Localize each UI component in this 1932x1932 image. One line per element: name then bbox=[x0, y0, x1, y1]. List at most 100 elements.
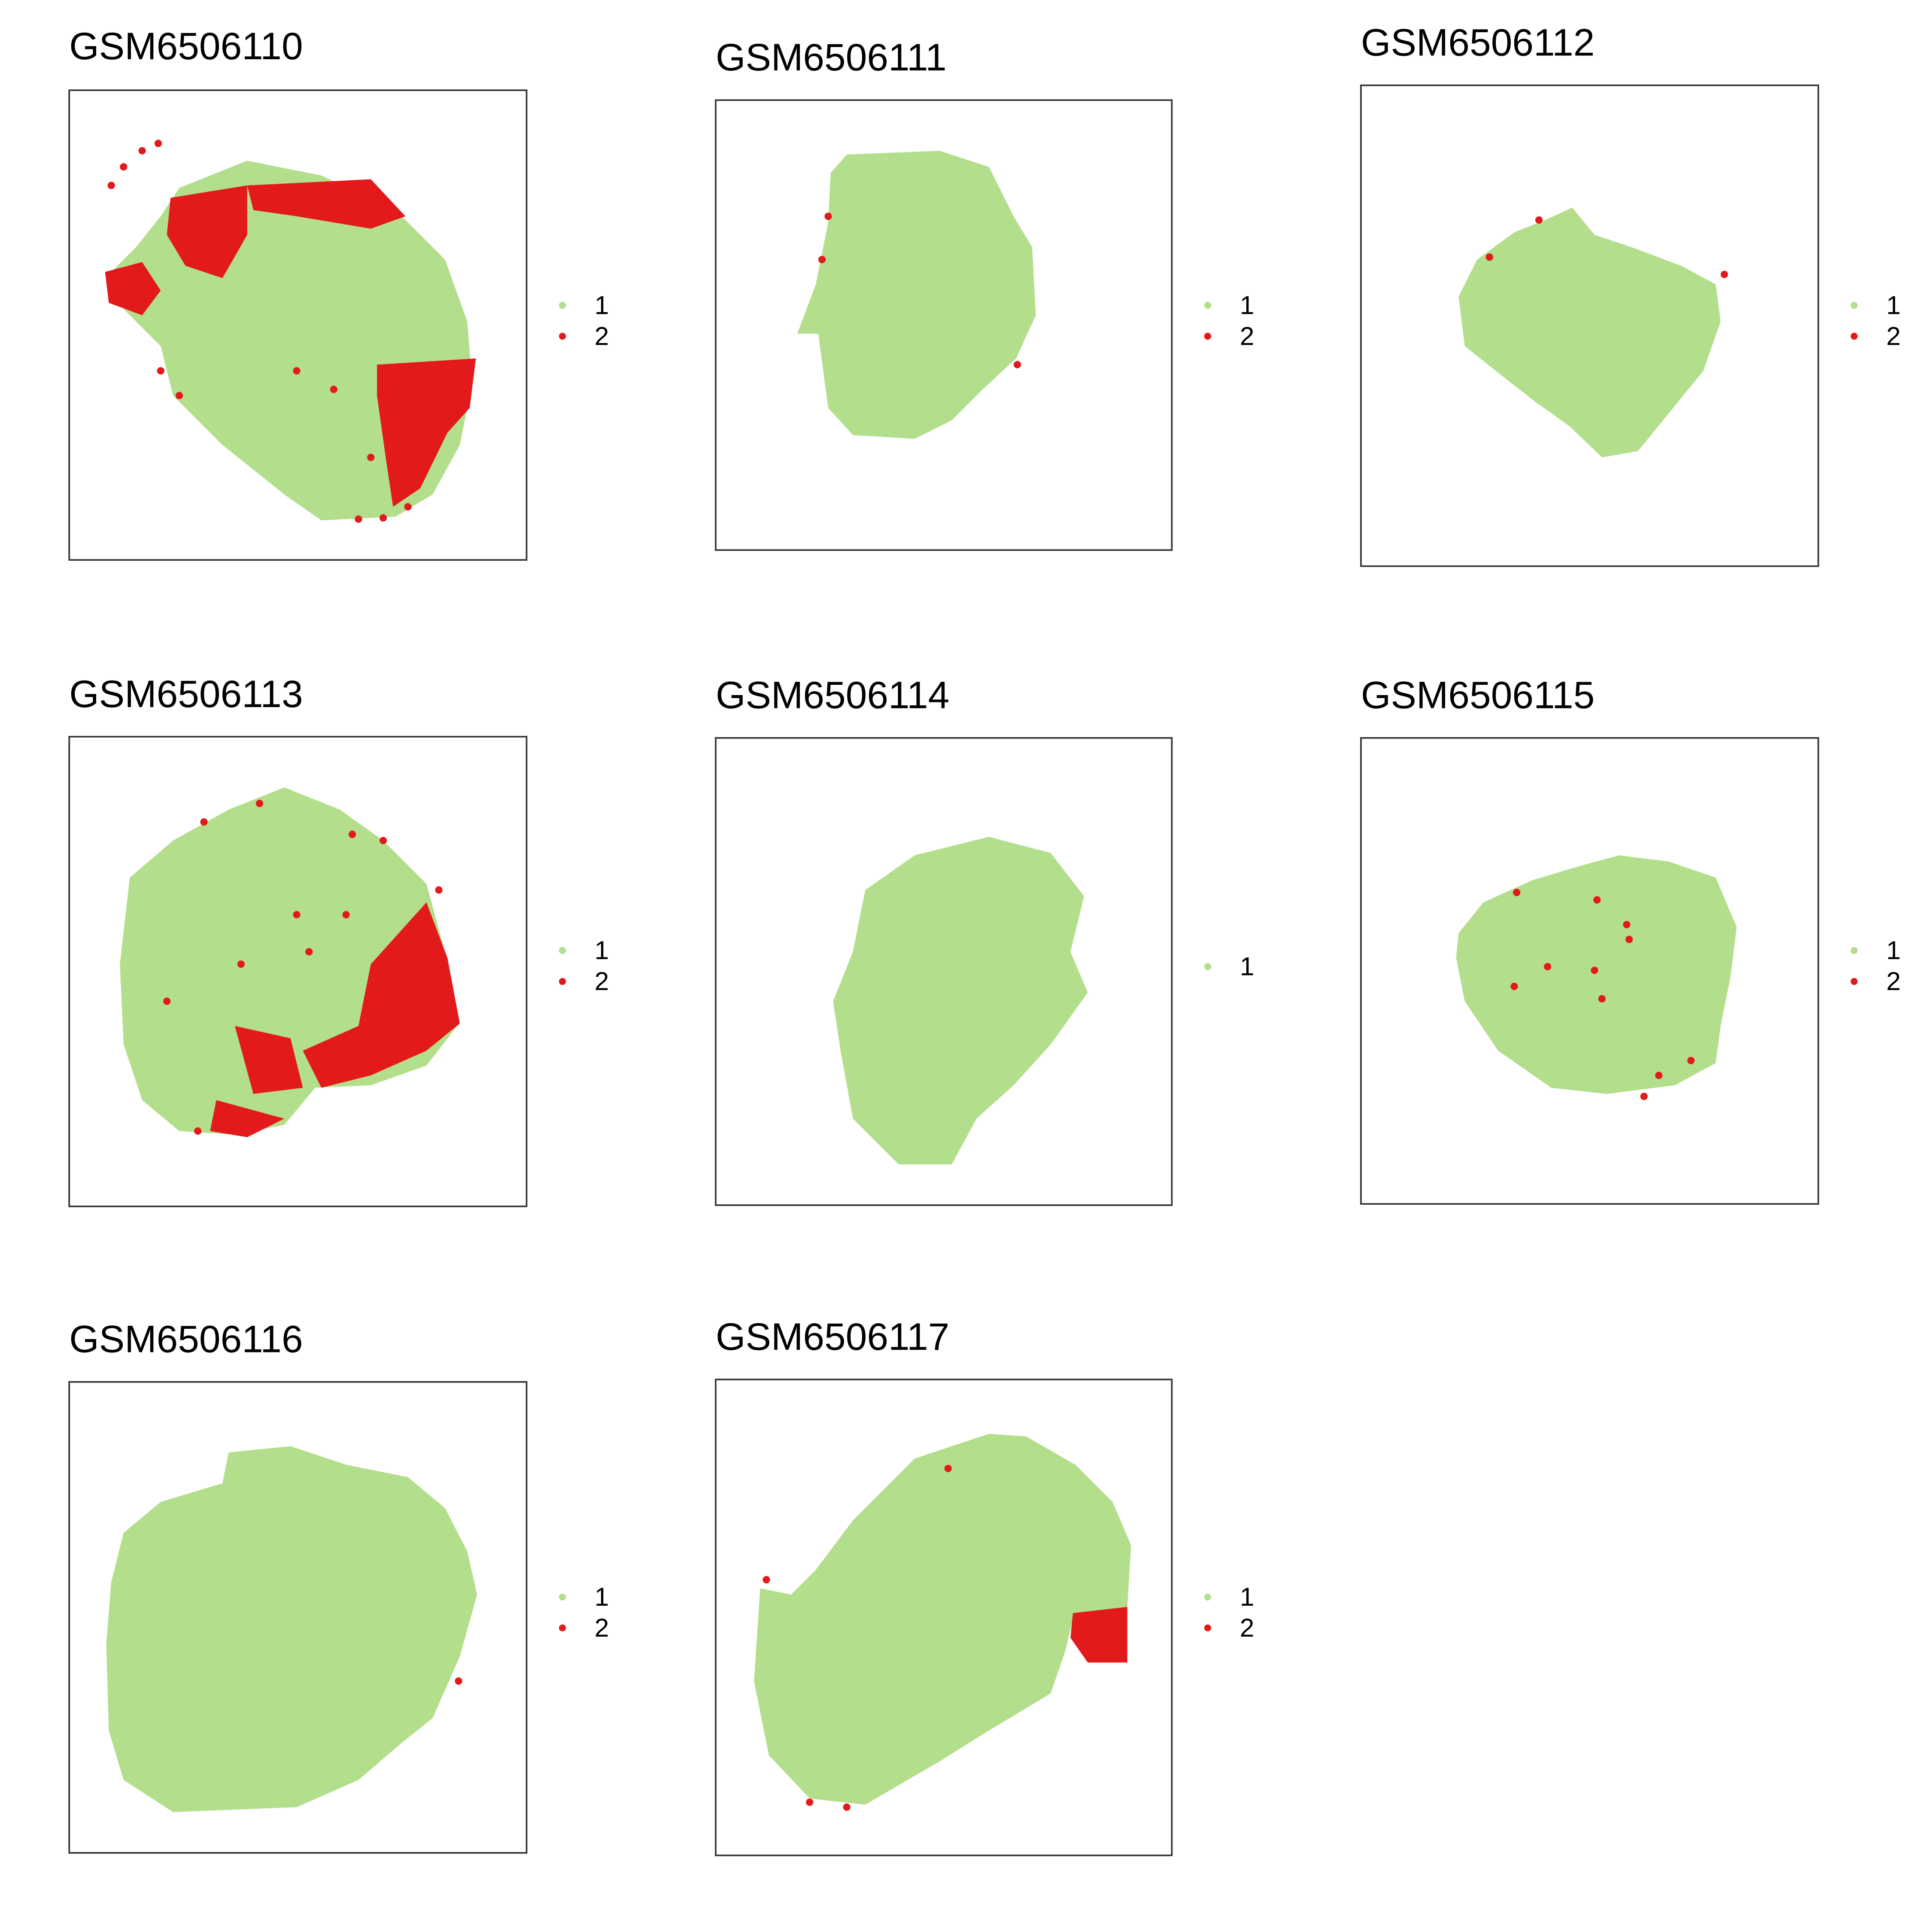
cluster-2-spot bbox=[163, 997, 171, 1005]
cluster-2-spot bbox=[1591, 966, 1598, 974]
cluster-1-spots bbox=[1458, 207, 1721, 458]
cluster-2-spot bbox=[293, 911, 301, 919]
legend-label-1: 1 bbox=[1240, 290, 1255, 319]
panel-title: GSM6506112 bbox=[1361, 21, 1595, 64]
cluster-2-spot bbox=[175, 392, 183, 399]
plot-area bbox=[833, 837, 1088, 1165]
cluster-2-spot bbox=[305, 948, 313, 956]
legend-label-2: 2 bbox=[1886, 966, 1901, 996]
cluster-2-spot bbox=[256, 799, 264, 807]
plot-frame bbox=[715, 99, 1173, 551]
plot-frame bbox=[1360, 737, 1820, 1205]
cluster-2-spot bbox=[138, 147, 146, 155]
cluster-2-spot bbox=[944, 1464, 952, 1472]
panel-grid: GSM650611012GSM650611112GSM650611212GSM6… bbox=[68, 21, 1901, 1856]
legend-label-1: 1 bbox=[595, 1582, 609, 1611]
legend-key-2 bbox=[559, 333, 566, 340]
plot-area bbox=[1456, 855, 1737, 1100]
cluster-2-spot bbox=[455, 1677, 462, 1685]
legend-key-2 bbox=[559, 1624, 566, 1631]
cluster-2-spot bbox=[1013, 361, 1021, 368]
cluster-2-spots bbox=[105, 262, 161, 316]
plot-frame bbox=[68, 736, 528, 1207]
legend-key-1 bbox=[559, 947, 566, 954]
legend-key-2 bbox=[1850, 978, 1858, 985]
cluster-2-spot bbox=[1640, 1093, 1648, 1100]
cluster-1-spots bbox=[833, 837, 1088, 1165]
cluster-2-spot bbox=[330, 386, 338, 393]
plot-area bbox=[797, 151, 1036, 439]
cluster-2-spot bbox=[200, 818, 208, 826]
legend-label-2: 2 bbox=[595, 966, 609, 996]
panel-GSM6506113: GSM6506113 12 bbox=[68, 672, 609, 1207]
cluster-2-spot bbox=[348, 830, 356, 838]
cluster-2-spot bbox=[762, 1576, 770, 1584]
cluster-1-spots bbox=[754, 1434, 1131, 1805]
cluster-2-spot bbox=[293, 367, 301, 375]
cluster-2-spot bbox=[1510, 982, 1518, 990]
legend-key-1 bbox=[559, 302, 566, 309]
cluster-2-spot bbox=[843, 1803, 851, 1811]
legend-key-1 bbox=[1204, 1593, 1211, 1601]
legend-label-1: 1 bbox=[1240, 952, 1255, 981]
cluster-2-spot bbox=[435, 886, 443, 894]
cluster-2-spots bbox=[1070, 1607, 1127, 1663]
legend-key-1 bbox=[1204, 302, 1211, 309]
cluster-2-spot bbox=[1593, 896, 1601, 904]
cluster-2-spots bbox=[235, 1026, 303, 1094]
legend-label-2: 2 bbox=[1886, 321, 1901, 350]
cluster-2-spot bbox=[355, 515, 362, 523]
cluster-2-spot bbox=[824, 213, 832, 220]
panel-GSM6506112: GSM6506112 12 bbox=[1360, 21, 1901, 567]
plot-area bbox=[754, 1434, 1131, 1811]
cluster-2-spot bbox=[107, 182, 115, 189]
legend-label-2: 2 bbox=[1240, 1613, 1255, 1642]
legend-label-1: 1 bbox=[1240, 1582, 1255, 1611]
legend-label-1: 1 bbox=[1886, 290, 1901, 319]
legend-label-2: 2 bbox=[1240, 321, 1255, 350]
cluster-2-spot bbox=[1625, 936, 1633, 943]
cluster-2-spot bbox=[342, 911, 350, 919]
legend-label-1: 1 bbox=[595, 290, 609, 319]
panel-GSM6506115: GSM6506115 12 bbox=[1360, 674, 1901, 1205]
cluster-2-spots bbox=[303, 902, 460, 1088]
cluster-2-spot bbox=[379, 514, 387, 522]
panel-GSM6506114: GSM6506114 1 bbox=[715, 674, 1255, 1206]
plot-area bbox=[105, 140, 476, 523]
plot-frame bbox=[715, 1379, 1173, 1856]
cluster-2-spot bbox=[1485, 253, 1493, 261]
cluster-2-spot bbox=[404, 503, 412, 510]
legend-label-2: 2 bbox=[595, 321, 609, 350]
cluster-2-spot bbox=[1544, 963, 1552, 970]
cluster-2-spot bbox=[194, 1127, 202, 1135]
plot-frame bbox=[68, 89, 528, 561]
cluster-2-spots bbox=[247, 179, 406, 229]
cluster-2-spot bbox=[120, 163, 128, 171]
legend-key-1 bbox=[1850, 947, 1858, 954]
legend-key-2 bbox=[1204, 333, 1211, 340]
panel-GSM6506117: GSM6506117 12 bbox=[715, 1315, 1255, 1856]
plot-area bbox=[120, 787, 460, 1137]
cluster-2-spot bbox=[806, 1798, 814, 1806]
panel-GSM6506110: GSM6506110 12 bbox=[68, 24, 609, 561]
cluster-2-spot bbox=[1598, 995, 1606, 1002]
cluster-2-spot bbox=[1655, 1072, 1663, 1079]
panel-title: GSM6506110 bbox=[69, 24, 303, 67]
legend-label-1: 1 bbox=[1886, 936, 1901, 965]
plot-frame bbox=[68, 1381, 528, 1854]
plot-area bbox=[106, 1446, 477, 1812]
cluster-2-spot bbox=[154, 140, 162, 147]
legend-key-1 bbox=[1204, 963, 1211, 970]
legend-key-2 bbox=[1850, 333, 1858, 340]
panel-title: GSM6506115 bbox=[1361, 674, 1595, 717]
panel-title: GSM6506117 bbox=[716, 1315, 949, 1358]
cluster-2-spot bbox=[157, 367, 164, 375]
cluster-2-spot bbox=[237, 960, 245, 968]
cluster-2-spots bbox=[210, 1100, 285, 1137]
cluster-2-spot bbox=[1687, 1057, 1695, 1064]
panel-title: GSM6506114 bbox=[716, 674, 949, 717]
legend-key-2 bbox=[1204, 1624, 1211, 1631]
legend-key-2 bbox=[559, 978, 566, 985]
panel-GSM6506111: GSM6506111 12 bbox=[715, 36, 1255, 551]
